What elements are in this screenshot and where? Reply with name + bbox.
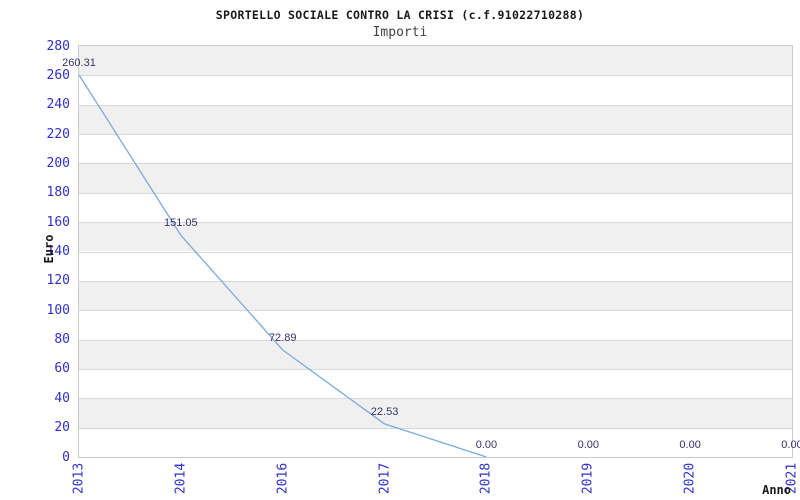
y-tick-label: 180 [46,185,70,201]
gridline [79,104,792,106]
y-tick-label: 260 [46,67,70,83]
gridline [79,192,792,194]
x-tick-label: 2013 [71,462,87,494]
gridline [79,134,792,136]
chart-subtitle: Importi [372,25,428,40]
grid-band [79,163,792,193]
gridline [79,427,792,429]
data-point-label: 22.53 [370,405,399,418]
y-tick-label: 240 [46,97,70,113]
grid-band [79,46,792,76]
y-tick-label: 200 [46,155,70,171]
grid-band [79,339,792,369]
y-tick-label: 20 [54,420,70,436]
gridline [79,75,792,77]
chart-title: SPORTELLO SOCIALE CONTRO LA CRISI (c.f.9… [215,8,585,22]
y-tick-label: 0 [62,449,70,465]
y-tick-label: 60 [54,361,70,377]
line-series [78,74,487,458]
data-point-label: 260.31 [62,56,96,69]
y-tick-label: 40 [54,390,70,406]
gridline [79,368,792,370]
y-tick-label: 100 [46,302,70,318]
gridline [79,163,792,165]
data-point-label: 151.05 [164,217,198,230]
grid-band [79,398,792,428]
gridline [79,310,792,312]
x-tick-label: 2016 [275,462,291,494]
grid-band [79,280,792,311]
x-tick-label: 2018 [478,462,494,494]
line-segment [180,234,284,351]
y-tick-label: 140 [46,244,70,259]
x-tick-label: 2017 [377,462,393,494]
y-tick-label: 160 [46,214,70,230]
data-point-label: 0.00 [679,439,701,451]
grid-band [79,222,792,252]
y-tick-label: 280 [46,38,70,54]
gridline [79,280,792,282]
gridline [79,398,792,400]
data-point-label: 0.00 [577,439,599,451]
x-axis-title: Anno [762,483,791,497]
y-tick-label: 220 [46,126,70,142]
plot-area [78,46,792,458]
gridline [79,251,792,253]
y-axis-title: Euro [42,234,56,264]
data-point-label: 0.00 [475,439,498,451]
x-tick-label: 2014 [173,462,189,494]
gridline [79,339,792,341]
y-tick-label: 120 [46,273,70,289]
line-segment [384,423,487,458]
grid-band [79,104,792,135]
line-segment [282,349,385,425]
line-segment [78,74,182,236]
x-tick-label: 2019 [580,462,596,494]
data-point-label: 72.89 [268,332,297,344]
x-tick-label: 2020 [682,462,698,494]
gridline [79,222,792,224]
data-point-label: 0.00 [781,439,800,451]
y-tick-label: 80 [54,332,70,348]
